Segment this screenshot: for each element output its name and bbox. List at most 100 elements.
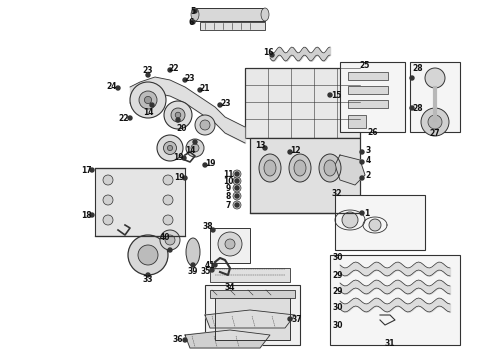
Text: 8: 8 <box>225 192 231 201</box>
Circle shape <box>270 53 274 57</box>
Bar <box>348 115 366 128</box>
Circle shape <box>182 156 186 160</box>
Text: 4: 4 <box>366 156 370 165</box>
Circle shape <box>175 112 181 118</box>
Circle shape <box>211 228 215 232</box>
Polygon shape <box>335 155 365 185</box>
Circle shape <box>191 20 195 24</box>
Circle shape <box>171 108 185 122</box>
Circle shape <box>210 268 214 272</box>
Circle shape <box>360 150 364 154</box>
Text: 16: 16 <box>263 48 273 57</box>
Text: 24: 24 <box>107 81 117 90</box>
Circle shape <box>138 245 158 265</box>
Circle shape <box>213 263 217 267</box>
Circle shape <box>160 230 180 250</box>
Circle shape <box>183 78 187 82</box>
Circle shape <box>186 139 204 157</box>
Bar <box>335 195 425 250</box>
Circle shape <box>193 140 197 144</box>
Text: 13: 13 <box>255 140 265 149</box>
Bar <box>410 62 460 132</box>
Circle shape <box>157 135 183 161</box>
Text: 31: 31 <box>385 338 395 347</box>
Circle shape <box>116 86 120 90</box>
Text: 14: 14 <box>143 108 153 117</box>
Circle shape <box>130 82 166 118</box>
Text: 19: 19 <box>173 153 183 162</box>
Circle shape <box>145 96 151 104</box>
Text: 26: 26 <box>368 127 378 136</box>
Circle shape <box>360 160 364 164</box>
Circle shape <box>425 68 445 88</box>
Text: 22: 22 <box>119 113 129 122</box>
Bar <box>245 68 360 138</box>
Bar <box>215 295 290 340</box>
Polygon shape <box>185 330 270 348</box>
Circle shape <box>328 93 332 97</box>
Text: 37: 37 <box>292 315 302 324</box>
Text: 23: 23 <box>221 99 231 108</box>
Text: 2: 2 <box>366 171 370 180</box>
Text: 34: 34 <box>225 284 235 292</box>
Circle shape <box>203 163 207 167</box>
Circle shape <box>225 239 235 249</box>
Circle shape <box>90 168 94 172</box>
Circle shape <box>218 232 242 256</box>
Circle shape <box>168 248 172 252</box>
Circle shape <box>103 195 113 205</box>
Ellipse shape <box>186 238 200 266</box>
Circle shape <box>342 212 358 228</box>
Text: 29: 29 <box>333 270 343 279</box>
Text: 19: 19 <box>174 172 184 181</box>
Text: 40: 40 <box>160 233 170 242</box>
Text: 3: 3 <box>366 145 370 154</box>
Bar <box>348 100 388 108</box>
Circle shape <box>168 145 172 150</box>
Circle shape <box>421 108 449 136</box>
Circle shape <box>164 141 176 154</box>
Text: 7: 7 <box>225 201 231 210</box>
Text: 23: 23 <box>185 73 195 82</box>
Circle shape <box>288 317 292 321</box>
Circle shape <box>410 76 414 80</box>
Circle shape <box>235 203 239 207</box>
Bar <box>205 285 300 345</box>
Circle shape <box>233 170 241 178</box>
Ellipse shape <box>294 160 306 176</box>
Text: 35: 35 <box>201 266 211 275</box>
Text: 17: 17 <box>81 166 91 175</box>
Bar <box>210 228 250 263</box>
Circle shape <box>183 176 187 180</box>
Ellipse shape <box>261 8 269 21</box>
Circle shape <box>288 150 292 154</box>
Text: 41: 41 <box>205 261 215 270</box>
Circle shape <box>360 176 364 180</box>
Circle shape <box>235 179 239 183</box>
Circle shape <box>233 201 241 209</box>
Circle shape <box>263 146 267 150</box>
Text: 11: 11 <box>223 170 233 179</box>
Text: 30: 30 <box>333 320 343 329</box>
Polygon shape <box>205 310 295 328</box>
Ellipse shape <box>259 154 281 182</box>
Text: 36: 36 <box>173 336 183 345</box>
Circle shape <box>164 101 192 129</box>
Bar <box>200 22 265 30</box>
Circle shape <box>176 118 180 122</box>
Text: 33: 33 <box>143 275 153 284</box>
Text: 27: 27 <box>430 129 441 138</box>
Text: 10: 10 <box>223 176 233 185</box>
Circle shape <box>163 175 173 185</box>
Text: 32: 32 <box>332 189 342 198</box>
Circle shape <box>168 68 172 72</box>
Bar <box>95 168 185 236</box>
Circle shape <box>103 175 113 185</box>
Circle shape <box>191 263 195 267</box>
Circle shape <box>200 120 210 130</box>
Text: 12: 12 <box>290 145 300 154</box>
Bar <box>210 290 295 298</box>
Text: 21: 21 <box>200 84 210 93</box>
Text: 28: 28 <box>413 104 423 112</box>
Circle shape <box>218 103 222 107</box>
